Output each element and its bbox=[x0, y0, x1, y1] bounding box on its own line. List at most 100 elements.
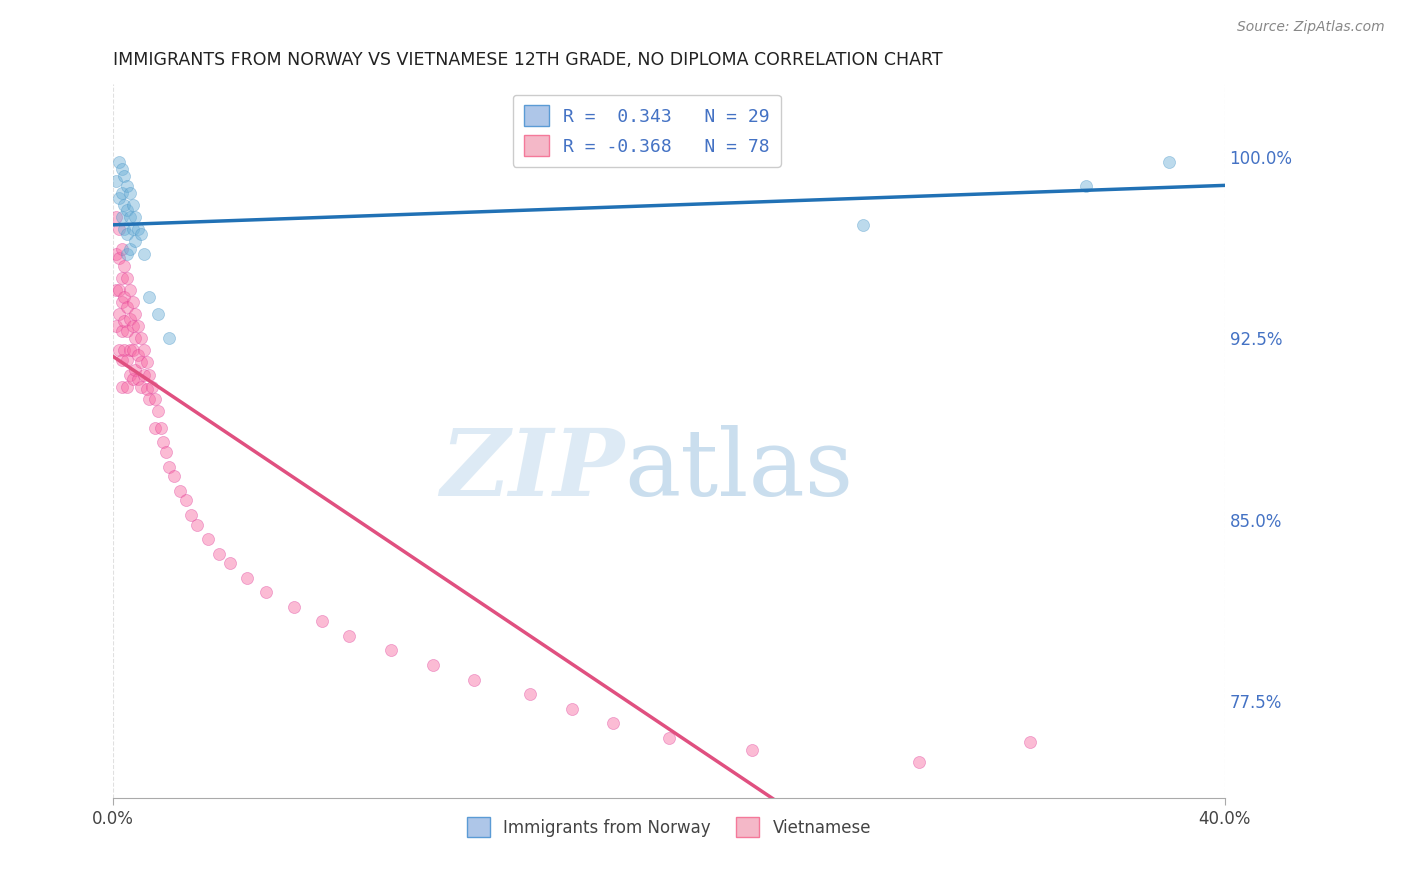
Point bbox=[110, 242, 132, 256]
Point bbox=[124, 362, 146, 376]
Point bbox=[138, 368, 160, 382]
Point bbox=[118, 186, 141, 200]
Point bbox=[110, 324, 132, 338]
Point bbox=[146, 404, 169, 418]
Point bbox=[155, 445, 177, 459]
Text: atlas: atlas bbox=[624, 425, 853, 515]
Point bbox=[132, 246, 155, 260]
Point bbox=[132, 368, 155, 382]
Point bbox=[169, 483, 191, 498]
Point bbox=[138, 392, 160, 406]
Point bbox=[112, 290, 135, 304]
Point bbox=[135, 382, 157, 396]
Text: IMMIGRANTS FROM NORWAY VS VIETNAMESE 12TH GRADE, NO DIPLOMA CORRELATION CHART: IMMIGRANTS FROM NORWAY VS VIETNAMESE 12T… bbox=[114, 51, 943, 69]
Point bbox=[105, 319, 128, 334]
Point bbox=[127, 348, 149, 362]
Point bbox=[157, 459, 180, 474]
Point bbox=[180, 508, 202, 522]
Point bbox=[118, 283, 141, 297]
Point bbox=[174, 493, 197, 508]
Point bbox=[121, 372, 143, 386]
Point bbox=[561, 701, 583, 715]
Point bbox=[112, 259, 135, 273]
Point bbox=[129, 379, 152, 393]
Point bbox=[115, 202, 138, 217]
Point bbox=[124, 307, 146, 321]
Point bbox=[157, 331, 180, 345]
Point bbox=[118, 242, 141, 256]
Point bbox=[105, 211, 128, 225]
Point bbox=[115, 227, 138, 242]
Point bbox=[110, 270, 132, 285]
Point bbox=[311, 615, 333, 629]
Point bbox=[115, 353, 138, 368]
Point bbox=[118, 368, 141, 382]
Point bbox=[115, 270, 138, 285]
Point bbox=[115, 246, 138, 260]
Point bbox=[149, 421, 172, 435]
Point bbox=[112, 169, 135, 183]
Point bbox=[110, 295, 132, 310]
Point bbox=[143, 392, 166, 406]
Legend: Immigrants from Norway, Vietnamese: Immigrants from Norway, Vietnamese bbox=[460, 811, 877, 843]
Point bbox=[118, 343, 141, 358]
Point bbox=[108, 283, 131, 297]
Point bbox=[208, 547, 231, 561]
Point bbox=[143, 421, 166, 435]
Point bbox=[127, 319, 149, 334]
Point bbox=[129, 227, 152, 242]
Point bbox=[105, 174, 128, 188]
Point bbox=[115, 300, 138, 314]
Point bbox=[110, 211, 132, 225]
Point bbox=[108, 191, 131, 205]
Point bbox=[110, 161, 132, 176]
Point bbox=[105, 246, 128, 260]
Point bbox=[121, 222, 143, 236]
Point bbox=[908, 755, 931, 769]
Point bbox=[108, 252, 131, 266]
Point bbox=[1019, 735, 1042, 749]
Point bbox=[138, 290, 160, 304]
Point bbox=[108, 154, 131, 169]
Point bbox=[163, 469, 186, 483]
Point bbox=[127, 372, 149, 386]
Point bbox=[118, 312, 141, 326]
Point bbox=[129, 331, 152, 345]
Point bbox=[112, 343, 135, 358]
Point bbox=[110, 379, 132, 393]
Point bbox=[124, 331, 146, 345]
Point bbox=[108, 222, 131, 236]
Point bbox=[110, 353, 132, 368]
Point bbox=[380, 643, 402, 657]
Point bbox=[152, 435, 174, 450]
Point bbox=[186, 517, 208, 532]
Point bbox=[115, 178, 138, 193]
Point bbox=[124, 235, 146, 249]
Point bbox=[115, 379, 138, 393]
Point bbox=[283, 599, 305, 614]
Point bbox=[112, 198, 135, 212]
Point bbox=[129, 355, 152, 369]
Point bbox=[1074, 178, 1097, 193]
Point bbox=[339, 629, 361, 643]
Point bbox=[108, 343, 131, 358]
Point bbox=[463, 673, 485, 687]
Point bbox=[112, 222, 135, 236]
Point bbox=[141, 379, 163, 393]
Point bbox=[121, 198, 143, 212]
Point bbox=[121, 319, 143, 334]
Point bbox=[1159, 154, 1181, 169]
Point bbox=[135, 355, 157, 369]
Point bbox=[852, 218, 875, 232]
Point bbox=[235, 571, 257, 585]
Point bbox=[519, 687, 541, 701]
Point bbox=[219, 557, 242, 571]
Point bbox=[146, 307, 169, 321]
Point bbox=[121, 295, 143, 310]
Point bbox=[124, 211, 146, 225]
Point bbox=[115, 324, 138, 338]
Point bbox=[602, 716, 624, 731]
Text: Source: ZipAtlas.com: Source: ZipAtlas.com bbox=[1237, 20, 1385, 34]
Text: ZIP: ZIP bbox=[440, 425, 624, 515]
Point bbox=[132, 343, 155, 358]
